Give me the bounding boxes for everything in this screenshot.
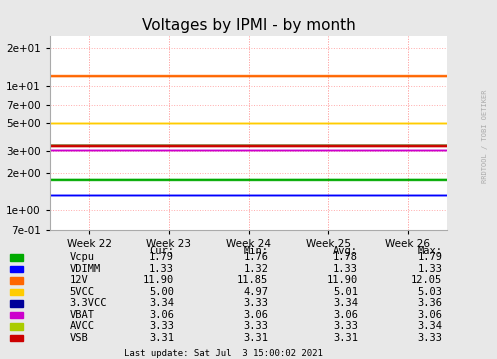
Text: 1.33: 1.33 xyxy=(333,264,358,274)
Text: 3.06: 3.06 xyxy=(333,310,358,320)
Text: 5.00: 5.00 xyxy=(149,287,174,297)
Text: 3.34: 3.34 xyxy=(333,298,358,308)
Text: 1.33: 1.33 xyxy=(417,264,442,274)
Text: 3.33: 3.33 xyxy=(149,321,174,331)
Text: 3.06: 3.06 xyxy=(417,310,442,320)
Text: 12.05: 12.05 xyxy=(411,275,442,285)
Text: Avg:: Avg: xyxy=(333,246,358,256)
Text: VSB: VSB xyxy=(70,333,88,343)
Text: 3.31: 3.31 xyxy=(149,333,174,343)
Text: VBAT: VBAT xyxy=(70,310,94,320)
Text: 11.90: 11.90 xyxy=(327,275,358,285)
Text: 1.79: 1.79 xyxy=(417,252,442,262)
Text: 3.34: 3.34 xyxy=(149,298,174,308)
Text: 1.33: 1.33 xyxy=(149,264,174,274)
Text: 11.85: 11.85 xyxy=(237,275,268,285)
Text: 12V: 12V xyxy=(70,275,88,285)
Text: 11.90: 11.90 xyxy=(143,275,174,285)
Text: VDIMM: VDIMM xyxy=(70,264,101,274)
Text: 3.06: 3.06 xyxy=(244,310,268,320)
Text: Max:: Max: xyxy=(417,246,442,256)
Text: 3.3VCC: 3.3VCC xyxy=(70,298,107,308)
Text: AVCC: AVCC xyxy=(70,321,94,331)
Text: 4.97: 4.97 xyxy=(244,287,268,297)
Text: Min:: Min: xyxy=(244,246,268,256)
Text: 3.33: 3.33 xyxy=(333,321,358,331)
Text: 3.36: 3.36 xyxy=(417,298,442,308)
Text: 5VCC: 5VCC xyxy=(70,287,94,297)
Text: 3.31: 3.31 xyxy=(333,333,358,343)
Text: Cur:: Cur: xyxy=(149,246,174,256)
Text: 3.34: 3.34 xyxy=(417,321,442,331)
Text: 1.32: 1.32 xyxy=(244,264,268,274)
Text: 1.79: 1.79 xyxy=(149,252,174,262)
Text: 1.78: 1.78 xyxy=(333,252,358,262)
Text: 3.33: 3.33 xyxy=(244,298,268,308)
Text: 3.06: 3.06 xyxy=(149,310,174,320)
Title: Voltages by IPMI - by month: Voltages by IPMI - by month xyxy=(142,18,355,33)
Text: 3.33: 3.33 xyxy=(417,333,442,343)
Text: RRDTOOL / TOBI OETIKER: RRDTOOL / TOBI OETIKER xyxy=(482,90,488,183)
Text: 3.33: 3.33 xyxy=(244,321,268,331)
Text: 5.03: 5.03 xyxy=(417,287,442,297)
Text: Last update: Sat Jul  3 15:00:02 2021: Last update: Sat Jul 3 15:00:02 2021 xyxy=(124,349,323,358)
Text: 5.01: 5.01 xyxy=(333,287,358,297)
Text: Vcpu: Vcpu xyxy=(70,252,94,262)
Text: 1.76: 1.76 xyxy=(244,252,268,262)
Text: 3.31: 3.31 xyxy=(244,333,268,343)
